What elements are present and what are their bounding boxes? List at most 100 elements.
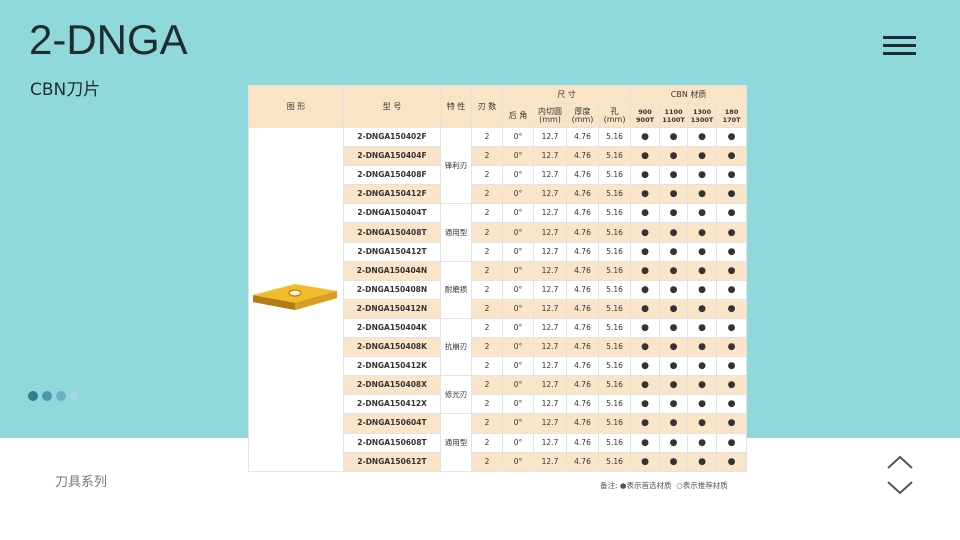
spec-cell: 2	[471, 279, 503, 300]
grade-cell: ●	[630, 375, 661, 396]
spec-cell: 4.76	[566, 146, 599, 167]
grade-cell: ●	[687, 356, 718, 377]
model-cell: 2-DNGA150412T	[343, 241, 441, 262]
spec-cell: 0°	[502, 451, 534, 472]
table-row: 2-DNGA150612T 2 0° 12.7 4.76 5.16 ● ● ● ●	[249, 451, 748, 472]
spec-cell: 4.76	[566, 337, 599, 358]
scroll-arrows[interactable]	[886, 454, 916, 496]
spec-cell: 5.16	[597, 241, 632, 262]
insert-image	[253, 284, 337, 311]
grade-cell: ●	[659, 203, 689, 224]
spec-cell: 12.7	[533, 165, 567, 186]
feature-cell: 通用型	[440, 203, 472, 262]
spec-cell: 12.7	[533, 146, 567, 167]
table-row: 2-DNGA150402F 锋利刃 2 0° 12.7 4.76 5.16 ● ● ● ●	[248, 126, 748, 472]
spec-cell: 12.7	[533, 375, 567, 396]
spec-cell: 4.76	[566, 260, 599, 281]
spec-cell: 5.16	[597, 451, 632, 472]
grade-cell: ●	[716, 241, 748, 262]
page-dot[interactable]	[28, 391, 38, 401]
spec-cell: 12.7	[533, 451, 567, 472]
grade-cell: ●	[687, 279, 718, 300]
model-cell: 2-DNGA150612T	[343, 451, 441, 472]
spec-cell: 2	[471, 356, 503, 377]
spec-cell: 4.76	[566, 165, 599, 186]
spec-cell: 5.16	[597, 184, 632, 205]
spec-cell: 5.16	[597, 203, 632, 224]
arrow-down[interactable]	[887, 481, 913, 495]
grade-cell: ●	[716, 279, 748, 300]
spec-cell: 0°	[502, 356, 534, 377]
spec-cell: 12.7	[533, 241, 567, 262]
spec-cell: 4.76	[566, 298, 599, 319]
spec-cell: 4.76	[566, 317, 599, 339]
header-cell: 后 角	[502, 103, 534, 128]
grade-cell: ●	[687, 337, 718, 358]
spec-cell: 12.7	[533, 337, 567, 358]
spec-cell: 5.16	[597, 432, 632, 453]
table-row: 2-DNGA150412N 2 0° 12.7 4.76 5.16 ● ● ● ●	[249, 298, 748, 319]
table-row: 2-DNGA150408N 2 0° 12.7 4.76 5.16 ● ● ● ●	[249, 279, 748, 300]
spec-cell: 5.16	[597, 298, 632, 319]
spec-cell: 5.16	[597, 375, 632, 396]
spec-cell: 12.7	[533, 298, 567, 319]
spec-cell: 2	[471, 337, 503, 358]
spec-cell: 2	[471, 126, 503, 148]
grade-cell: ●	[630, 260, 661, 281]
spec-cell: 2	[471, 165, 503, 186]
menu-button[interactable]	[883, 36, 916, 56]
model-cell: 2-DNGA150604T	[343, 413, 441, 434]
header-cell: 特 性	[440, 85, 472, 128]
grade-cell: ●	[687, 241, 718, 262]
spec-cell: 5.16	[597, 260, 632, 281]
feature-cell: 通用型	[440, 413, 472, 472]
page-dot[interactable]	[70, 392, 78, 400]
spec-table: 图 形型 号特 性刃 数尺 寸 CBN 材质后 角内切圆 (mm) 厚度 (mm) 孔…	[248, 85, 748, 472]
table-note: 备注: ●表示首选材质 ○表示推荐材质	[600, 481, 728, 490]
model-cell: 2-DNGA150412X	[343, 394, 441, 415]
spec-cell: 4.76	[566, 241, 599, 262]
spec-cell: 5.16	[597, 394, 632, 415]
spec-cell: 4.76	[566, 375, 599, 396]
grade-cell: ●	[687, 413, 718, 434]
grade-cell: ●	[630, 241, 661, 262]
feature-cell: 耐磨损	[440, 260, 472, 319]
spec-cell: 2	[471, 203, 503, 224]
header-cell: 孔 (mm)	[597, 103, 632, 128]
grade-cell: ●	[687, 451, 718, 472]
spec-cell: 5.16	[597, 279, 632, 300]
spec-cell: 0°	[502, 165, 534, 186]
page-dot[interactable]	[56, 391, 66, 401]
model-cell: 2-DNGA150412K	[343, 356, 441, 377]
spec-cell: 5.16	[597, 222, 632, 243]
header-cell: 1300 1300T	[687, 103, 718, 128]
grade-cell: ●	[687, 184, 718, 205]
spec-cell: 5.16	[597, 317, 632, 339]
arrow-up[interactable]	[887, 455, 913, 469]
spec-cell: 2	[471, 298, 503, 319]
grade-cell: ●	[716, 432, 748, 453]
header-cell: 厚度 (mm)	[566, 103, 599, 128]
spec-cell: 12.7	[533, 317, 567, 339]
spec-cell: 0°	[502, 394, 534, 415]
spec-cell: 12.7	[533, 394, 567, 415]
spec-cell: 2	[471, 317, 503, 339]
spec-cell: 12.7	[533, 413, 567, 434]
spec-cell: 5.16	[597, 146, 632, 167]
model-cell: 2-DNGA150402F	[343, 126, 441, 148]
spec-cell: 4.76	[566, 413, 599, 434]
header-cell: 型 号	[343, 85, 441, 128]
spec-cell: 12.7	[533, 203, 567, 224]
spec-cell: 0°	[502, 184, 534, 205]
grade-cell: ●	[716, 260, 748, 281]
spec-cell: 4.76	[566, 451, 599, 472]
spec-cell: 0°	[502, 126, 534, 148]
grade-cell: ●	[630, 279, 661, 300]
shape-cell	[248, 127, 344, 472]
spec-cell: 2	[471, 432, 503, 453]
spec-cell: 2	[471, 241, 503, 262]
page-dot[interactable]	[42, 391, 52, 401]
spec-cell: 5.16	[597, 126, 632, 148]
model-cell: 2-DNGA150404T	[343, 203, 441, 224]
spec-cell: 4.76	[566, 394, 599, 415]
